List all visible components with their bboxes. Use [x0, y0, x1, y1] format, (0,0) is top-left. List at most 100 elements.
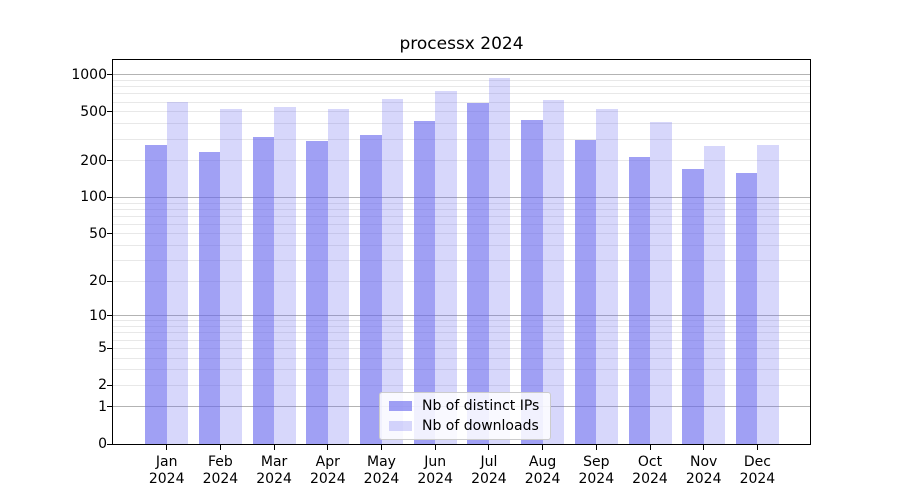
bar-downloads-jan	[166, 102, 189, 444]
gridline-minor-600	[113, 101, 810, 103]
bar-downloads-feb	[220, 108, 242, 444]
x-tick-mark-dec	[756, 445, 758, 450]
bar-distinct-ips-nov	[682, 169, 704, 444]
y-tick-label-1: 1	[98, 398, 107, 415]
y-tick-label-100: 100	[80, 189, 107, 206]
gridline-minor-700	[113, 93, 810, 95]
bar-distinct-ips-oct	[628, 157, 650, 444]
plot-area: Nb of distinct IPs Nb of downloads 0 1 2 5 1…	[71, 59, 811, 487]
legend-item-downloads: Nb of downloads	[389, 418, 539, 434]
bar-distinct-ips-jul	[467, 103, 489, 444]
legend: Nb of distinct IPs Nb of downloads	[379, 392, 552, 440]
y-tick-mark-1000	[107, 74, 112, 76]
x-tick-label-mar: Mar 2024	[256, 454, 292, 487]
gridline-minor-400	[113, 123, 810, 125]
gridline-minor-90	[113, 202, 810, 204]
x-tick-mark-mar	[273, 445, 275, 450]
x-tick-label-apr: Apr 2024	[309, 454, 346, 487]
bar-downloads-apr	[327, 108, 350, 444]
gridline-minor-40	[113, 245, 810, 247]
gridline-minor-500	[113, 111, 810, 113]
gridline-minor-20	[113, 280, 810, 282]
y-tick-label-10: 10	[89, 307, 107, 324]
x-tick-mark-jul	[488, 445, 490, 450]
bar-distinct-ips-dec	[735, 172, 758, 444]
x-tick-mark-nov	[703, 445, 705, 450]
gridline-minor-200	[113, 160, 810, 162]
y-tick-mark-200	[107, 160, 112, 162]
gridline-minor-300	[113, 138, 810, 140]
x-tick-label-may: May 2024	[363, 454, 400, 487]
gridline-major-1000	[113, 74, 810, 76]
gridline-minor-2	[113, 384, 810, 386]
bar-downloads-oct	[650, 121, 672, 444]
bar-downloads-may	[381, 98, 403, 444]
bar-distinct-ips-mar	[252, 137, 275, 444]
gridline-minor-800	[113, 86, 810, 88]
y-tick-label-1000: 1000	[71, 66, 107, 83]
bar-distinct-ips-sep	[574, 140, 597, 444]
gridline-minor-9	[113, 320, 810, 322]
gridline-minor-5	[113, 347, 810, 349]
legend-label-distinct-ips: Nb of distinct IPs	[422, 398, 540, 414]
y-tick-label-50: 50	[89, 225, 107, 242]
bar-distinct-ips-feb	[198, 152, 221, 444]
x-tick-mark-jun	[434, 445, 436, 450]
y-tick-mark-10	[107, 315, 112, 317]
x-tick-label-feb: Feb 2024	[202, 454, 239, 487]
bar-distinct-ips-apr	[306, 140, 328, 444]
x-tick-mark-jan	[166, 445, 168, 450]
bar-downloads-jul	[488, 77, 511, 444]
gridline-minor-50	[113, 233, 810, 235]
legend-label-downloads: Nb of downloads	[422, 418, 539, 434]
gridline-minor-30	[113, 260, 810, 262]
y-tick-mark-1	[107, 406, 112, 408]
x-tick-label-nov: Nov 2024	[685, 454, 722, 487]
x-tick-mark-feb	[219, 445, 221, 450]
y-tick-mark-500	[107, 111, 112, 113]
x-tick-label-aug: Aug 2024	[524, 454, 561, 487]
y-tick-label-500: 500	[80, 103, 107, 120]
x-tick-label-oct: Oct 2024	[632, 454, 668, 487]
gridline-major-100	[113, 196, 810, 198]
bar-downloads-aug	[542, 99, 565, 444]
gridline-minor-60	[113, 223, 810, 225]
x-tick-mark-sep	[595, 445, 597, 450]
bar-downloads-mar	[274, 106, 296, 444]
x-tick-label-jun: Jun 2024	[417, 454, 453, 487]
bar-downloads-nov	[703, 146, 726, 444]
gridline-major-10	[113, 315, 810, 317]
x-tick-mark-aug	[542, 445, 544, 450]
y-tick-mark-100	[107, 196, 112, 198]
y-tick-mark-0	[107, 443, 112, 445]
gridline-minor-900	[113, 80, 810, 82]
x-tick-label-sep: Sep 2024	[578, 454, 615, 487]
y-tick-label-5: 5	[98, 340, 107, 357]
x-tick-label-dec: Dec 2024	[739, 454, 776, 487]
y-tick-label-2: 2	[98, 377, 107, 394]
x-tick-label-jul: Jul 2024	[471, 454, 507, 487]
bar-distinct-ips-aug	[521, 119, 543, 444]
y-tick-mark-5	[107, 347, 112, 349]
y-tick-mark-2	[107, 384, 112, 386]
gridline-minor-3	[113, 369, 810, 371]
chart-title: processx 2024	[399, 34, 524, 54]
bar-distinct-ips-jan	[145, 145, 167, 444]
gridline-minor-70	[113, 215, 810, 217]
y-tick-mark-50	[107, 233, 112, 235]
bar-downloads-jun	[435, 90, 457, 444]
gridline-minor-7	[113, 332, 810, 334]
bar-distinct-ips-jun	[413, 120, 436, 444]
gridline-minor-80	[113, 208, 810, 210]
gridline-minor-8	[113, 326, 810, 328]
y-tick-label-20: 20	[89, 273, 107, 290]
gridline-minor-4	[113, 357, 810, 359]
x-tick-mark-oct	[649, 445, 651, 450]
x-tick-label-jan: Jan 2024	[148, 454, 185, 487]
x-tick-mark-apr	[327, 445, 329, 450]
y-tick-label-0: 0	[98, 436, 107, 452]
gridline-minor-6	[113, 339, 810, 341]
y-tick-label-200: 200	[80, 152, 107, 169]
bar-downloads-sep	[596, 109, 618, 444]
